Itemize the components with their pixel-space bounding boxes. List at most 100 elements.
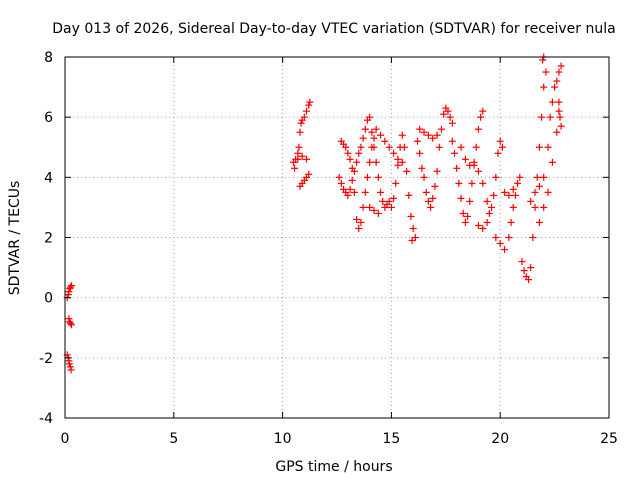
data-point xyxy=(431,182,439,190)
data-point xyxy=(374,209,382,217)
data-point xyxy=(370,143,378,151)
data-point xyxy=(67,366,75,374)
data-point xyxy=(377,188,385,196)
data-point xyxy=(472,143,480,151)
data-point xyxy=(348,176,356,184)
data-point xyxy=(485,209,493,217)
x-tick-label: 15 xyxy=(382,431,400,447)
data-point xyxy=(350,188,358,196)
data-point xyxy=(474,125,482,133)
data-point xyxy=(505,234,513,241)
data-point xyxy=(359,203,367,211)
data-point xyxy=(479,224,487,232)
y-tick-label: 4 xyxy=(44,170,53,186)
data-point xyxy=(303,155,311,163)
data-point xyxy=(370,134,378,142)
data-point xyxy=(444,107,452,115)
data-point xyxy=(408,237,416,245)
data-point xyxy=(501,188,509,196)
data-point xyxy=(544,188,552,196)
data-point xyxy=(455,179,463,187)
data-point xyxy=(65,360,73,368)
data-point xyxy=(509,185,517,193)
data-point xyxy=(305,170,313,178)
data-point xyxy=(424,197,432,205)
data-point xyxy=(529,234,537,241)
data-point xyxy=(507,218,515,226)
x-tick-label: 0 xyxy=(61,431,70,447)
data-point xyxy=(540,83,548,91)
data-point xyxy=(385,197,393,205)
data-point xyxy=(66,363,74,371)
data-point xyxy=(66,283,74,291)
data-point xyxy=(400,143,408,151)
data-point xyxy=(381,137,389,145)
data-point xyxy=(435,143,443,151)
data-point xyxy=(394,155,402,163)
data-point xyxy=(479,179,487,187)
data-point xyxy=(407,212,415,220)
data-point xyxy=(403,167,411,175)
data-point xyxy=(546,113,554,121)
data-point xyxy=(296,128,304,136)
data-point xyxy=(557,122,565,130)
y-tick-label: 6 xyxy=(44,110,53,126)
data-point xyxy=(357,143,365,151)
data-point xyxy=(555,98,563,106)
data-point xyxy=(405,191,413,199)
data-point xyxy=(337,179,345,187)
data-point xyxy=(291,164,299,172)
data-point xyxy=(379,197,387,205)
data-point xyxy=(416,125,424,133)
data-point xyxy=(437,125,445,133)
data-point xyxy=(540,203,548,211)
data-point xyxy=(424,131,432,139)
data-point xyxy=(429,134,437,142)
data-point xyxy=(539,56,547,64)
grid-lines xyxy=(65,57,609,418)
data-point xyxy=(496,137,504,145)
data-point xyxy=(479,107,487,115)
data-point xyxy=(346,185,354,193)
data-point xyxy=(366,158,374,166)
data-point xyxy=(418,164,426,172)
data-point xyxy=(344,149,352,157)
data-point xyxy=(457,143,465,151)
data-point xyxy=(483,218,491,226)
data-point xyxy=(551,83,559,91)
data-point xyxy=(374,173,382,181)
data-point xyxy=(492,234,500,241)
data-point xyxy=(368,128,376,136)
chart-title: Day 013 of 2026, Sidereal Day-to-day VTE… xyxy=(52,21,615,37)
data-point xyxy=(433,167,441,175)
data-point xyxy=(355,224,363,232)
data-point xyxy=(555,68,563,76)
data-point xyxy=(520,267,528,275)
data-point xyxy=(496,240,504,248)
data-point xyxy=(298,152,306,160)
data-point xyxy=(68,282,76,290)
data-point xyxy=(306,98,314,106)
data-point xyxy=(355,149,363,157)
x-tick-label: 20 xyxy=(491,431,509,447)
x-axis-label: GPS time / hours xyxy=(275,459,392,475)
data-point xyxy=(422,188,430,196)
data-point xyxy=(366,203,374,211)
data-point xyxy=(494,149,502,157)
data-points xyxy=(63,53,565,374)
data-point xyxy=(398,131,406,139)
x-axis-ticks: 0 5 10 15 20 25 xyxy=(61,57,618,447)
data-point xyxy=(470,158,478,166)
data-point xyxy=(477,113,485,121)
data-point xyxy=(461,218,469,226)
data-point xyxy=(392,179,400,187)
data-point xyxy=(555,107,563,115)
data-point xyxy=(556,113,564,121)
data-point xyxy=(557,62,565,70)
data-point xyxy=(535,218,543,226)
data-point xyxy=(516,173,524,181)
data-point xyxy=(527,197,535,205)
data-point xyxy=(440,110,448,118)
data-point xyxy=(514,179,522,187)
